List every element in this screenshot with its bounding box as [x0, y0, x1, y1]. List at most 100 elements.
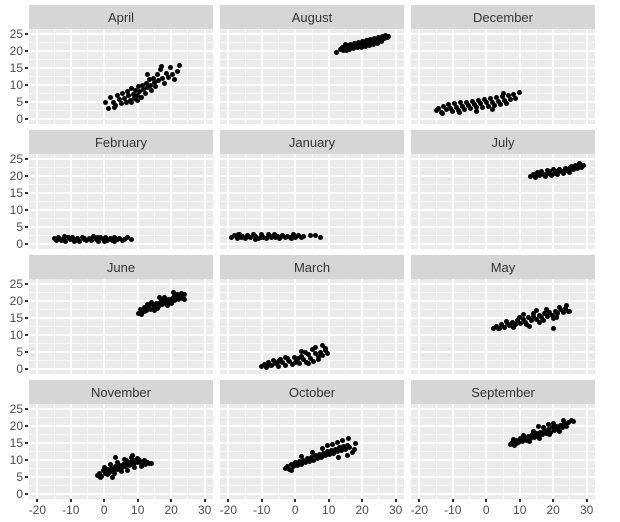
- grid-minor-x: [120, 154, 122, 249]
- data-point: [71, 239, 77, 245]
- grid-major-x: [170, 404, 173, 499]
- data-point: [111, 104, 117, 110]
- data-point: [539, 432, 545, 438]
- data-point: [503, 101, 509, 107]
- data-point: [509, 319, 515, 325]
- data-point: [135, 97, 141, 103]
- data-point: [334, 449, 340, 455]
- data-point: [359, 44, 364, 50]
- data-point: [158, 63, 164, 69]
- x-axis-tick-mark: [69, 499, 72, 502]
- data-point: [276, 359, 282, 365]
- data-point: [143, 80, 149, 86]
- grid-major-x: [418, 404, 421, 499]
- x-axis-tick-label: 0: [100, 503, 108, 517]
- y-axis-tick-mark: [25, 476, 28, 479]
- data-point: [531, 434, 537, 440]
- grid-major-x: [69, 404, 72, 499]
- data-point: [552, 308, 558, 314]
- y-axis-tick-mark: [25, 66, 28, 69]
- data-point: [145, 301, 151, 307]
- data-point: [436, 105, 442, 111]
- data-point: [170, 295, 176, 301]
- data-point: [346, 47, 352, 53]
- facet-strip-label: August: [291, 9, 333, 25]
- grid-minor-x: [469, 404, 471, 499]
- data-point: [111, 99, 117, 105]
- data-point: [520, 312, 526, 318]
- grid-major-x: [136, 404, 139, 499]
- y-axis-tick-label: 25: [9, 151, 23, 166]
- data-point: [103, 100, 109, 106]
- data-point: [318, 454, 324, 460]
- y-axis-tick-label: 0: [16, 237, 23, 252]
- data-point: [289, 467, 295, 473]
- data-point: [457, 109, 462, 115]
- data-point: [176, 297, 182, 302]
- data-point: [491, 103, 497, 109]
- x-axis-tick-mark: [170, 499, 173, 502]
- x-axis-tick-label: 10: [513, 503, 527, 517]
- data-point: [96, 238, 102, 244]
- data-point: [550, 425, 555, 431]
- grid-major-x: [394, 404, 397, 499]
- data-point: [489, 99, 495, 105]
- data-point: [555, 311, 561, 317]
- data-point: [105, 467, 111, 473]
- data-point: [137, 89, 143, 95]
- data-point: [550, 167, 556, 173]
- grid-major-x: [136, 29, 139, 124]
- data-point: [467, 106, 473, 112]
- y-axis-tick-mark: [25, 441, 28, 444]
- grid-major-y: [220, 299, 404, 302]
- data-point: [540, 317, 546, 323]
- data-point: [479, 104, 485, 110]
- grid-minor-x: [87, 154, 89, 249]
- data-point: [554, 168, 560, 174]
- x-axis-tick-mark: [203, 499, 206, 502]
- data-point: [171, 289, 177, 295]
- grid-major-x: [327, 154, 330, 249]
- grid-major-x: [451, 404, 454, 499]
- data-point: [125, 89, 131, 95]
- data-point: [336, 445, 342, 451]
- data-point: [286, 357, 292, 363]
- data-point: [128, 100, 134, 106]
- y-axis-tick-mark: [25, 174, 28, 177]
- data-point: [570, 166, 576, 172]
- data-point: [352, 441, 358, 447]
- facet-strip-label: February: [94, 134, 148, 150]
- y-axis-tick-label: 20: [9, 168, 23, 183]
- grid-minor-x: [344, 154, 346, 249]
- data-point: [120, 91, 126, 97]
- grid-major-y: [220, 282, 404, 285]
- data-point: [537, 429, 543, 435]
- x-axis-tick-label: 0: [291, 503, 299, 517]
- grid-major-x: [518, 154, 521, 249]
- data-point: [126, 93, 132, 99]
- data-point: [330, 450, 336, 456]
- facet-strip-label: June: [106, 259, 136, 275]
- data-point: [517, 320, 523, 326]
- grid-major-y: [411, 493, 595, 496]
- data-point: [289, 236, 295, 242]
- y-axis-tick-mark: [25, 459, 28, 462]
- y-axis-tick-label: 15: [9, 310, 23, 325]
- grid-major-y: [29, 157, 213, 160]
- grid-major-y: [220, 334, 404, 337]
- data-point: [113, 464, 119, 470]
- data-point: [130, 92, 136, 98]
- data-point: [121, 236, 127, 242]
- data-point: [296, 356, 302, 362]
- grid-major-y: [220, 157, 404, 160]
- data-point: [490, 107, 496, 113]
- grid-minor-x: [344, 29, 346, 124]
- grid-minor-x: [378, 154, 380, 249]
- grid-minor-x: [435, 29, 437, 124]
- grid-minor-x: [53, 279, 55, 374]
- facet-strip-october: October: [220, 380, 404, 404]
- data-point: [302, 350, 308, 356]
- data-point: [373, 36, 379, 42]
- data-point: [168, 300, 174, 306]
